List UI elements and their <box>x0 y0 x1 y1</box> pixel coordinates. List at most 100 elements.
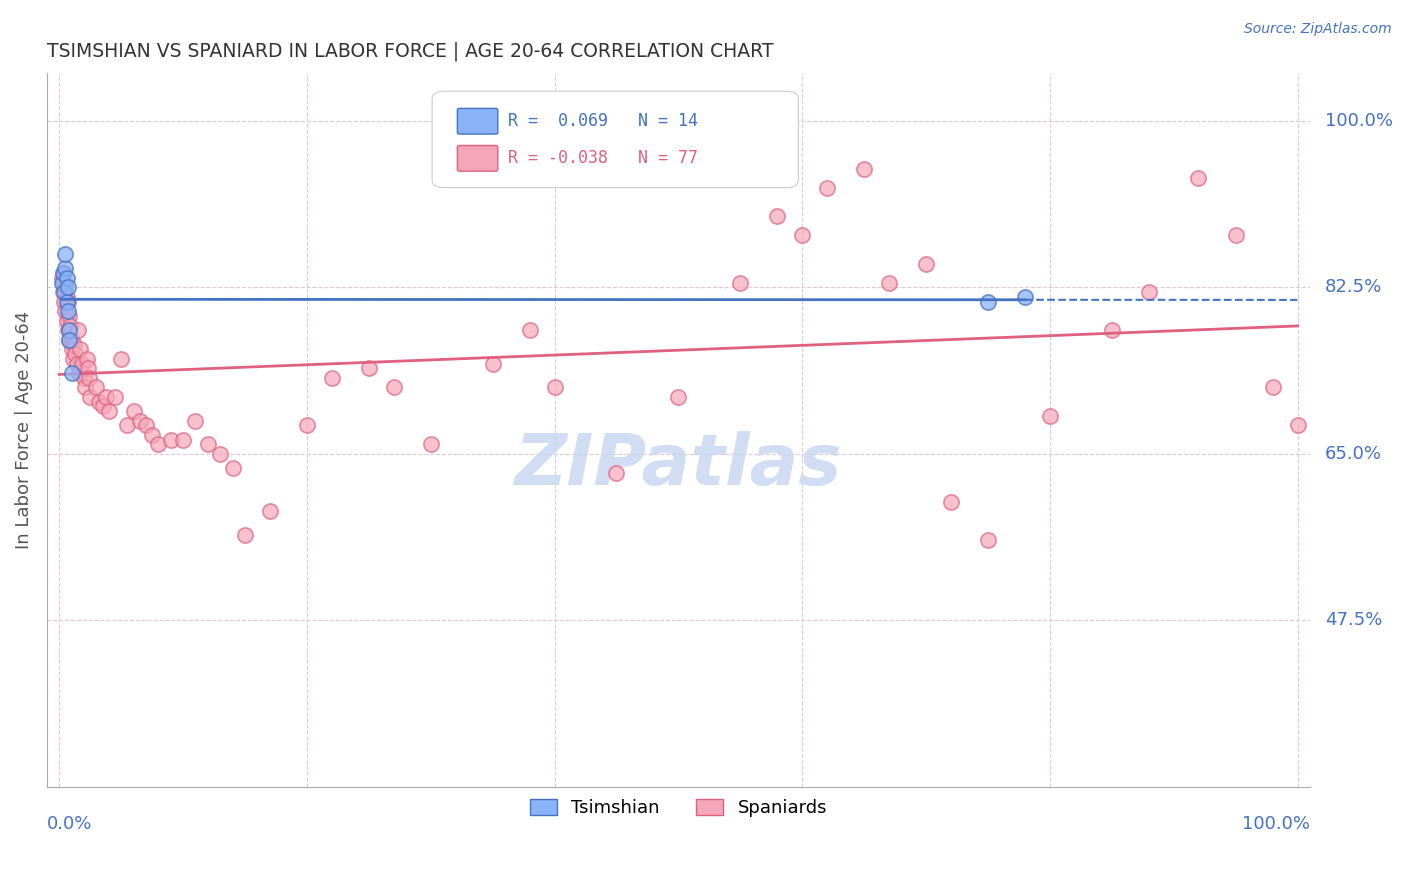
Point <box>53 294 76 309</box>
Point <box>128 414 150 428</box>
Point <box>76 351 98 366</box>
Point <box>56 323 79 337</box>
Point <box>62 351 84 366</box>
Point <box>668 390 690 404</box>
Point <box>148 437 170 451</box>
Point <box>76 361 98 376</box>
Point <box>605 466 627 480</box>
Point <box>60 333 83 347</box>
Text: 0.0%: 0.0% <box>46 815 93 833</box>
Point <box>939 494 962 508</box>
Point <box>60 366 83 380</box>
Point <box>519 323 541 337</box>
Point <box>87 394 110 409</box>
Point <box>295 418 318 433</box>
FancyBboxPatch shape <box>432 91 799 187</box>
Point <box>55 247 77 261</box>
Text: 82.5%: 82.5% <box>1324 278 1382 296</box>
Point <box>1225 228 1247 243</box>
Point <box>63 337 86 351</box>
Point <box>56 294 79 309</box>
Point <box>197 437 219 451</box>
Point <box>259 504 281 518</box>
Point <box>55 261 77 276</box>
Point <box>1261 380 1284 394</box>
Point <box>59 318 82 333</box>
Point <box>135 418 157 433</box>
Point <box>419 437 441 451</box>
Point <box>96 390 118 404</box>
Point <box>221 461 243 475</box>
Point <box>56 280 79 294</box>
Point <box>55 290 77 304</box>
Point <box>55 304 77 318</box>
Point <box>65 347 87 361</box>
Point <box>877 276 900 290</box>
Point <box>97 404 120 418</box>
FancyBboxPatch shape <box>457 109 498 134</box>
Text: 100.0%: 100.0% <box>1324 112 1393 130</box>
Text: 65.0%: 65.0% <box>1324 445 1382 463</box>
Text: Source: ZipAtlas.com: Source: ZipAtlas.com <box>1244 22 1392 37</box>
Text: ZIPatlas: ZIPatlas <box>515 432 842 500</box>
Point <box>51 276 73 290</box>
Point <box>67 366 90 380</box>
Point <box>382 380 405 394</box>
Point <box>481 357 503 371</box>
Point <box>977 294 1000 309</box>
FancyBboxPatch shape <box>457 145 498 171</box>
Legend: Tsimshian, Spaniards: Tsimshian, Spaniards <box>523 791 834 824</box>
Point <box>60 343 83 357</box>
Point <box>1137 285 1160 300</box>
Point <box>321 371 343 385</box>
Point <box>52 285 75 300</box>
Point <box>69 343 91 357</box>
Point <box>55 280 77 294</box>
Text: R = -0.038   N = 77: R = -0.038 N = 77 <box>508 149 697 168</box>
Point <box>122 404 145 418</box>
Point <box>184 414 207 428</box>
Point <box>77 371 100 385</box>
Point <box>91 400 114 414</box>
Text: R =  0.069   N = 14: R = 0.069 N = 14 <box>508 112 697 130</box>
Point <box>357 361 380 376</box>
Point <box>55 271 77 285</box>
Point <box>730 276 752 290</box>
Point <box>209 447 232 461</box>
Point <box>1039 409 1062 423</box>
Point <box>75 380 97 394</box>
Point <box>1014 290 1036 304</box>
Point <box>70 357 93 371</box>
Point <box>55 314 77 328</box>
Point <box>79 390 101 404</box>
Point <box>172 433 194 447</box>
Point <box>73 371 96 385</box>
Point <box>86 380 108 394</box>
Point <box>66 323 89 337</box>
Point <box>766 209 789 223</box>
Text: 47.5%: 47.5% <box>1324 611 1382 630</box>
Point <box>977 533 1000 547</box>
Point <box>110 351 132 366</box>
Point <box>55 294 77 309</box>
Point <box>52 266 75 280</box>
Point <box>53 285 76 300</box>
Point <box>51 271 73 285</box>
Point <box>815 180 838 194</box>
Point <box>853 161 876 176</box>
Point <box>58 333 80 347</box>
Point <box>58 333 80 347</box>
Point <box>56 304 79 318</box>
Text: TSIMSHIAN VS SPANIARD IN LABOR FORCE | AGE 20-64 CORRELATION CHART: TSIMSHIAN VS SPANIARD IN LABOR FORCE | A… <box>46 42 773 62</box>
Point <box>159 433 181 447</box>
Point <box>65 357 87 371</box>
Point <box>58 309 80 323</box>
Point <box>58 323 80 337</box>
Point <box>915 257 938 271</box>
Point <box>1101 323 1123 337</box>
Point <box>104 390 127 404</box>
Point <box>1187 171 1209 186</box>
Point <box>52 276 75 290</box>
Point <box>53 266 76 280</box>
Text: 100.0%: 100.0% <box>1241 815 1310 833</box>
